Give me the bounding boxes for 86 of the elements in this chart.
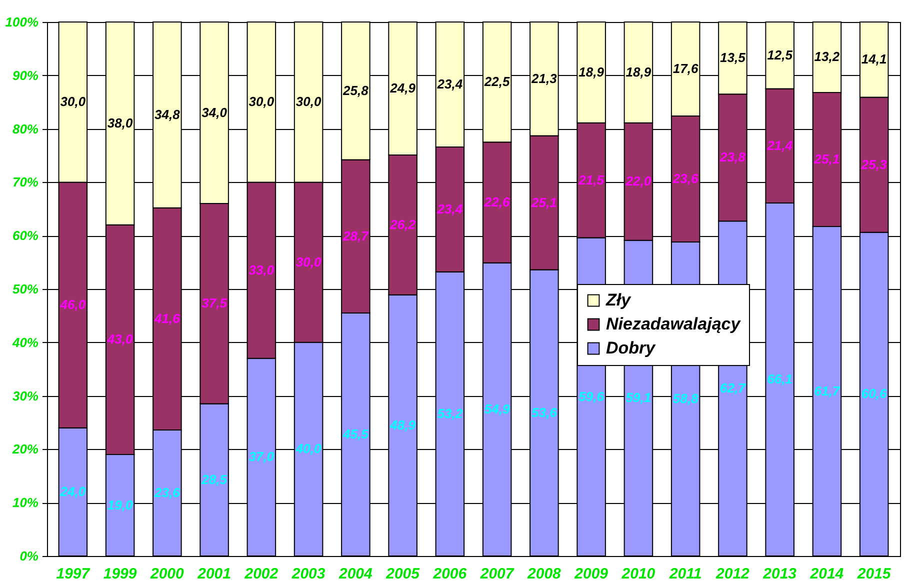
data-label: 23,6 (672, 170, 699, 186)
data-label: 30,0 (248, 94, 275, 110)
data-label: 45,5 (342, 426, 370, 442)
x-tick-label: 2007 (479, 566, 514, 582)
x-tick-label: 1997 (56, 566, 90, 582)
x-tick-label: 2008 (526, 566, 562, 582)
data-label: 34,8 (154, 106, 181, 122)
x-tick-label: 2002 (244, 566, 279, 582)
data-label: 66,1 (767, 372, 792, 387)
data-label: 48,9 (389, 417, 416, 432)
x-tick-label: 2005 (385, 566, 420, 582)
x-tick-label: 2013 (762, 566, 798, 582)
x-tick-label: 1999 (103, 566, 138, 582)
y-tick-label: 0% (20, 548, 39, 564)
data-label: 13,5 (720, 50, 746, 66)
data-label: 22,5 (483, 74, 510, 90)
data-label: 25,8 (342, 82, 370, 98)
data-label: 21,4 (766, 138, 794, 153)
y-tick-label: 10% (12, 495, 39, 510)
y-tick-label: 100% (5, 14, 39, 30)
data-label: 22,6 (483, 194, 510, 210)
y-tick-label: 80% (12, 121, 39, 136)
data-label: 25,1 (813, 152, 840, 167)
data-label: 18,9 (578, 64, 605, 80)
data-label: 37,5 (202, 296, 228, 311)
data-label: 13,2 (814, 49, 840, 64)
data-label: 28,5 (200, 472, 228, 487)
x-tick-label: 2001 (196, 566, 231, 582)
data-label: 23,4 (436, 201, 464, 216)
data-label: 23,4 (436, 76, 464, 92)
legend-label: Niezadawalający (606, 314, 742, 334)
data-label: 25,3 (860, 156, 888, 172)
y-tick-label: 40% (11, 334, 39, 350)
x-tick-label: 2006 (432, 566, 468, 582)
y-tick-label: 90% (12, 68, 39, 83)
data-label: 61,7 (814, 383, 840, 398)
x-tick-label: 2004 (338, 566, 374, 582)
y-tick-label: 30% (12, 388, 39, 404)
data-label: 30,0 (296, 94, 322, 110)
x-tick-label: 2012 (715, 566, 750, 582)
x-tick-label: 2011 (668, 566, 702, 582)
data-label: 28,7 (342, 228, 370, 244)
data-label: 17,6 (672, 60, 699, 76)
data-label: 21,3 (530, 70, 558, 86)
x-tick-label: 2003 (290, 566, 326, 582)
y-tick-label: 50% (12, 282, 39, 296)
data-label: 21,5 (578, 172, 605, 188)
data-label: 54,9 (484, 401, 510, 416)
data-label: 62,7 (720, 380, 746, 396)
data-label: 24,0 (59, 484, 86, 499)
data-label: 34,0 (202, 104, 228, 120)
data-label: 53,6 (532, 404, 558, 420)
y-tick-label: 70% (12, 174, 39, 190)
data-label: 40,0 (294, 441, 322, 456)
legend-label: Zły (605, 290, 632, 310)
data-label: 19,0 (107, 497, 134, 512)
data-label: 30,0 (60, 94, 86, 110)
data-label: 24,9 (389, 80, 416, 96)
legend-label: Dobry (606, 338, 657, 358)
y-tick-label: 20% (11, 442, 39, 457)
data-label: 18,9 (626, 64, 652, 80)
data-label: 23,8 (719, 150, 746, 165)
data-label: 58,8 (672, 391, 699, 406)
data-label: 12,5 (767, 47, 794, 62)
x-tick-label: 2014 (809, 566, 844, 582)
data-label: 37,0 (248, 449, 275, 464)
x-tick-label: 2009 (574, 566, 609, 582)
data-label: 60,6 (861, 386, 888, 402)
x-tick-label: 2000 (149, 566, 185, 582)
data-label: 53,2 (437, 406, 464, 421)
data-label: 59,1 (626, 390, 652, 406)
y-tick-label: 60% (12, 228, 39, 244)
data-label: 26,2 (389, 216, 416, 232)
data-label: 41,6 (154, 310, 181, 326)
data-label: 14,1 (861, 52, 887, 67)
data-label: 25,1 (530, 194, 557, 210)
data-label: 38,0 (107, 115, 134, 130)
data-label: 22,0 (624, 174, 652, 189)
data-label: 59,6 (578, 388, 605, 404)
x-tick-label: 2010 (620, 566, 656, 582)
data-label: 30,0 (296, 254, 322, 270)
data-label: 43,0 (106, 332, 134, 347)
data-label: 23,6 (154, 484, 181, 500)
data-label: 46,0 (59, 297, 86, 312)
x-tick-label: 2015 (856, 566, 892, 582)
data-label: 33,0 (248, 262, 275, 278)
